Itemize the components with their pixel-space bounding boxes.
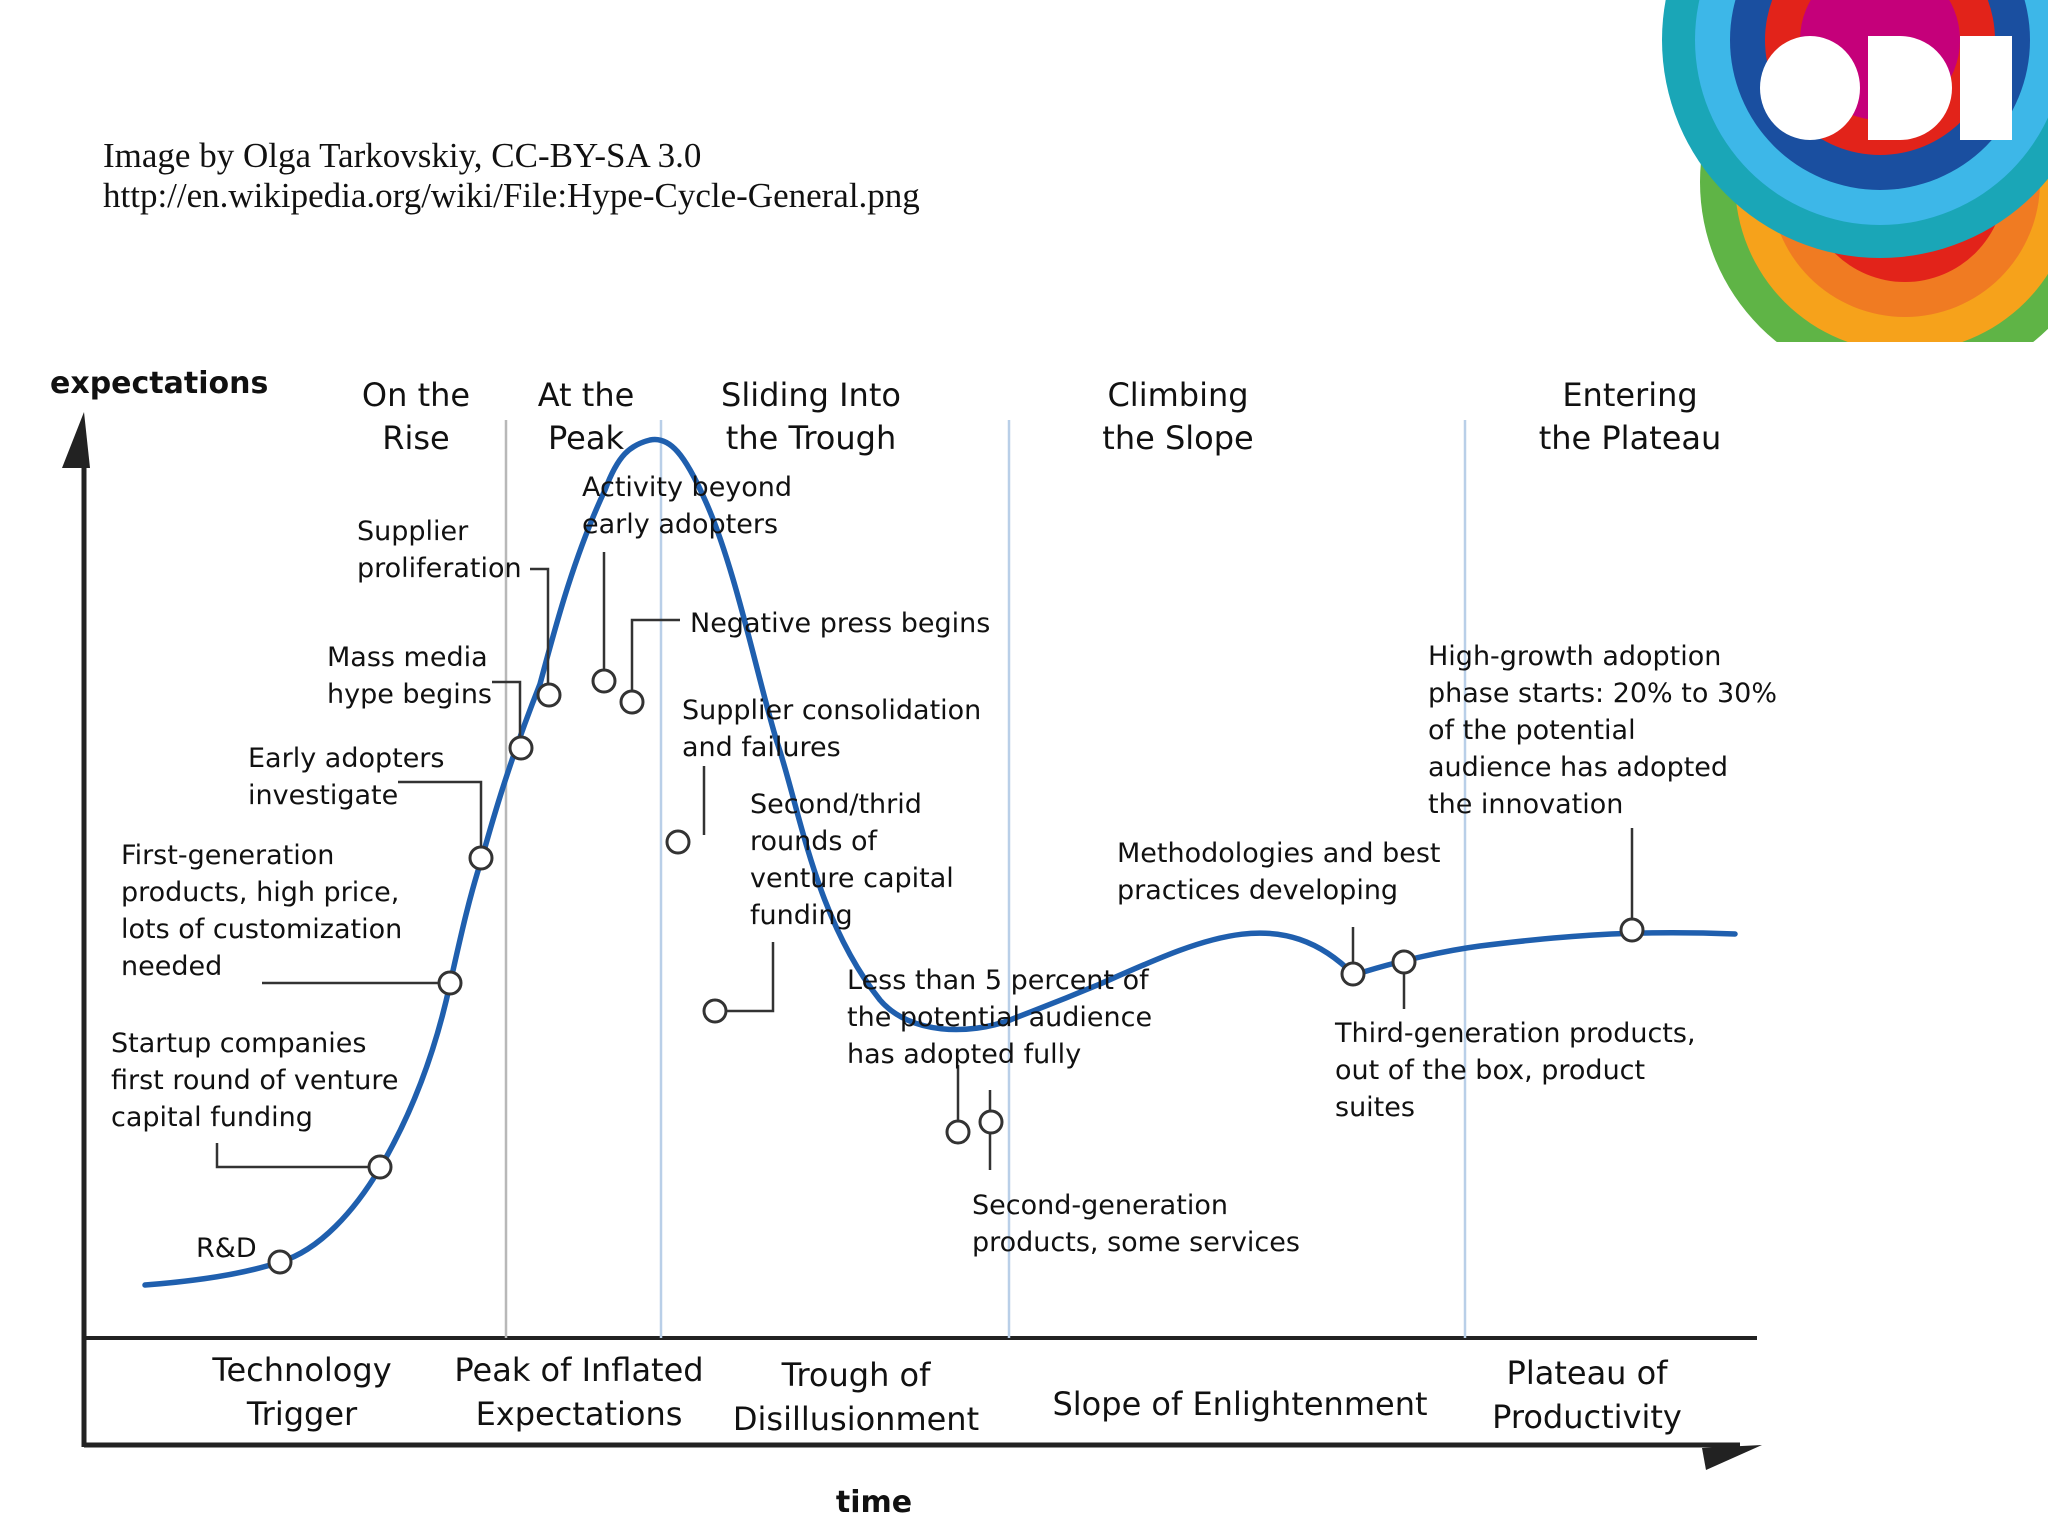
event-label-text: funding: [750, 900, 853, 931]
top-header-text: Entering: [1562, 376, 1697, 414]
event-marker: [619, 689, 645, 715]
event-label-text: has adopted fully: [847, 1039, 1081, 1070]
event-label-text: Mass media: [327, 642, 488, 673]
top-headers: On the Rise At the Peak Sliding Into the Trou…: [362, 376, 1721, 457]
event-labels: R&D Startup companies first round of ventu…: [111, 472, 1777, 1264]
event-markers: [267, 668, 1645, 1275]
event-label-text: Startup companies: [111, 1028, 366, 1059]
top-header-text: the Slope: [1102, 419, 1253, 457]
event-label-text: First-generation: [121, 840, 334, 871]
y-axis-label: expectations: [50, 366, 268, 401]
phase-label-text: Trigger: [246, 1395, 358, 1433]
event-label-text: proliferation: [357, 553, 522, 584]
event-label-text: Second-generation: [972, 1190, 1228, 1221]
event-label-text: early adopters: [582, 509, 778, 540]
top-header-text: Climbing: [1107, 376, 1248, 414]
event-label-text: and failures: [682, 732, 841, 763]
phase-labels: Technology Trigger Peak of Inflated Expecta…: [211, 1351, 1681, 1438]
phase-label-text: Trough of: [781, 1356, 932, 1394]
hype-curve: [142, 436, 1738, 1288]
phase-label-text: Expectations: [476, 1395, 683, 1433]
phase-label-text: Technology: [211, 1351, 391, 1389]
phase-dividers: [504, 420, 1467, 1338]
event-label-text: the potential audience: [847, 1002, 1152, 1033]
odi-logo: [1662, 0, 2048, 402]
event-marker: [1619, 917, 1645, 943]
event-label-text: suites: [1335, 1092, 1415, 1123]
axes: [62, 412, 1762, 1470]
event-label-text: Methodologies and best: [1117, 838, 1441, 869]
event-marker: [437, 970, 463, 996]
odi-wordmark: [1760, 36, 2012, 140]
event-label-text: rounds of: [750, 826, 879, 857]
event-label-text: phase starts: 20% to 30%: [1428, 678, 1777, 709]
x-axis-arrow: [1702, 1445, 1762, 1470]
event-label-text: first round of venture: [111, 1065, 398, 1096]
phase-label-text: Peak of Inflated: [454, 1351, 703, 1389]
phase-label-text: Productivity: [1492, 1398, 1682, 1436]
event-label-text: out of the box, product: [1335, 1055, 1645, 1086]
event-label-text: the innovation: [1428, 789, 1623, 820]
event-marker: [367, 1154, 393, 1180]
phase-label-text: Plateau of: [1507, 1354, 1669, 1392]
event-label-text: Supplier: [357, 516, 469, 547]
top-header-text: the Plateau: [1539, 419, 1722, 457]
event-label-text: hype begins: [327, 679, 492, 710]
image-credit: Image by Olga Tarkovskiy, CC-BY-SA 3.0: [103, 136, 702, 175]
event-label-text: Second/thrid: [750, 789, 922, 820]
event-label-text: investigate: [248, 780, 398, 811]
y-axis-arrow: [62, 412, 90, 468]
event-marker: [1340, 961, 1366, 987]
top-header-text: At the: [538, 376, 635, 414]
event-label-text: of the potential: [1428, 715, 1636, 746]
event-label-text: products, high price,: [121, 877, 399, 908]
top-header-text: Rise: [382, 419, 449, 457]
event-marker: [508, 735, 534, 761]
logo-mask: [1700, 342, 2048, 402]
event-label-text: Negative press begins: [690, 608, 990, 639]
event-label-text: High-growth adoption: [1428, 641, 1721, 672]
event-label-text: products, some services: [972, 1227, 1300, 1258]
phase-label-text: Disillusionment: [733, 1400, 979, 1438]
event-label-text: needed: [121, 951, 222, 982]
x-axis-label: time: [836, 1485, 912, 1520]
event-label-text: venture capital: [750, 863, 954, 894]
event-label-text: Early adopters: [248, 743, 444, 774]
leader-lines: [215, 552, 1634, 1170]
event-label-text: practices developing: [1117, 875, 1398, 906]
event-marker: [468, 845, 494, 871]
event-label-text: Activity beyond: [582, 472, 792, 503]
event-marker: [665, 829, 691, 855]
event-label-text: Less than 5 percent of: [847, 965, 1150, 996]
event-marker: [591, 668, 617, 694]
top-header-text: Peak: [548, 419, 624, 457]
event-marker: [945, 1119, 971, 1145]
top-header-text: On the: [362, 376, 470, 414]
top-header-text: Sliding Into: [721, 376, 901, 414]
event-marker: [702, 998, 728, 1024]
event-label-text: lots of customization: [121, 914, 402, 945]
event-marker: [536, 682, 562, 708]
event-label-text: R&D: [196, 1233, 257, 1264]
event-marker: [267, 1249, 293, 1275]
event-label-text: capital funding: [111, 1102, 313, 1133]
event-marker: [1391, 949, 1417, 975]
top-header-text: the Trough: [726, 419, 896, 457]
event-label-text: Third-generation products,: [1334, 1018, 1696, 1049]
image-source-url: http://en.wikipedia.org/wiki/File:Hype-C…: [103, 176, 920, 215]
event-marker: [978, 1109, 1004, 1135]
event-label-text: audience has adopted: [1428, 752, 1728, 783]
phase-label-text: Slope of Enlightenment: [1052, 1385, 1427, 1423]
event-label-text: Supplier consolidation: [682, 695, 981, 726]
